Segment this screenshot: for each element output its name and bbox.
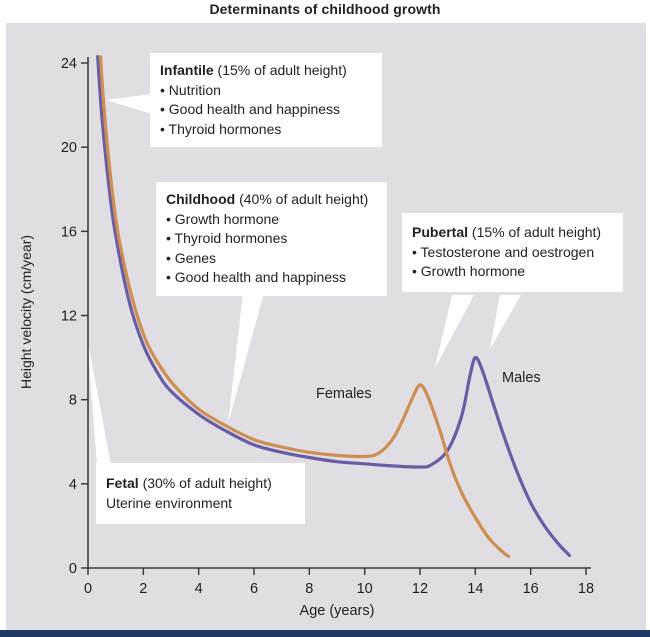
y-tick-label: 20 <box>61 140 77 156</box>
callout-pointer-childhood <box>228 293 264 424</box>
callout-line: • Thyroid hormones <box>160 120 282 137</box>
callout-line: Uterine environment <box>106 494 233 511</box>
x-tick-label: 2 <box>139 581 147 597</box>
x-tick-label: 16 <box>523 581 539 597</box>
callout-line: • Genes <box>166 249 217 266</box>
x-tick-label: 14 <box>467 581 483 597</box>
callout-line: • Growth hormone <box>412 263 526 279</box>
y-tick-label: 24 <box>61 56 77 72</box>
y-tick-label: 8 <box>69 393 77 409</box>
callout-pubertal-title: Pubertal (15% of adult height) <box>412 224 602 240</box>
y-axis-title: Height velocity (cm/year) <box>18 234 34 390</box>
callout-line: • Good health and happiness <box>160 101 341 117</box>
y-tick-label: 12 <box>61 309 77 325</box>
x-tick-label: 8 <box>305 581 313 597</box>
callout-line: • Growth hormone <box>166 210 280 227</box>
callout-line: • Thyroid hormones <box>166 230 288 246</box>
callout-line: • Good health and happiness <box>166 269 347 285</box>
callout-childhood-title: Childhood (40% of adult height) <box>166 191 369 207</box>
callout-infantile-title: Infantile (15% of adult height) <box>160 62 347 78</box>
curve-males <box>96 55 571 557</box>
x-tick-label: 10 <box>357 581 373 597</box>
x-tick-label: 12 <box>412 581 428 597</box>
callout-line: • Nutrition <box>160 81 221 98</box>
callout-childhood: Childhood (40% of adult height) • Growth… <box>156 182 387 296</box>
callout-fetal-title: Fetal (30% of adult height) <box>106 475 272 491</box>
callout-pointer-pubertal-2 <box>490 295 521 349</box>
y-tick-label: 0 <box>69 561 77 577</box>
chart-title: Determinants of childhood growth <box>209 1 441 17</box>
y-tick-label: 16 <box>61 224 77 240</box>
bottom-accent-bar <box>0 630 650 637</box>
callout-pointer-pubertal-1 <box>435 295 474 368</box>
x-tick-label: 4 <box>195 581 203 597</box>
x-axis-title: Age (years) <box>299 603 375 619</box>
callout-line: • Testosterone and oestrogen <box>412 243 595 260</box>
callout-infantile: Infantile (15% of adult height) • Nutrit… <box>150 53 382 147</box>
males-curve-label: Males <box>502 370 541 386</box>
callout-fetal: Fetal (30% of adult height) Uterine envi… <box>96 463 305 524</box>
x-tick-label: 6 <box>250 581 258 597</box>
y-tick-label: 4 <box>69 477 77 493</box>
callout-pubertal: Pubertal (15% of adult height) • Testost… <box>402 213 623 292</box>
females-curve-label: Females <box>316 386 372 402</box>
x-tick-label: 18 <box>578 581 594 597</box>
callout-pointer-fetal <box>87 337 111 465</box>
curve-females <box>98 55 511 558</box>
callout-pointer-infantile <box>106 94 152 114</box>
x-tick-label: 0 <box>84 581 92 597</box>
